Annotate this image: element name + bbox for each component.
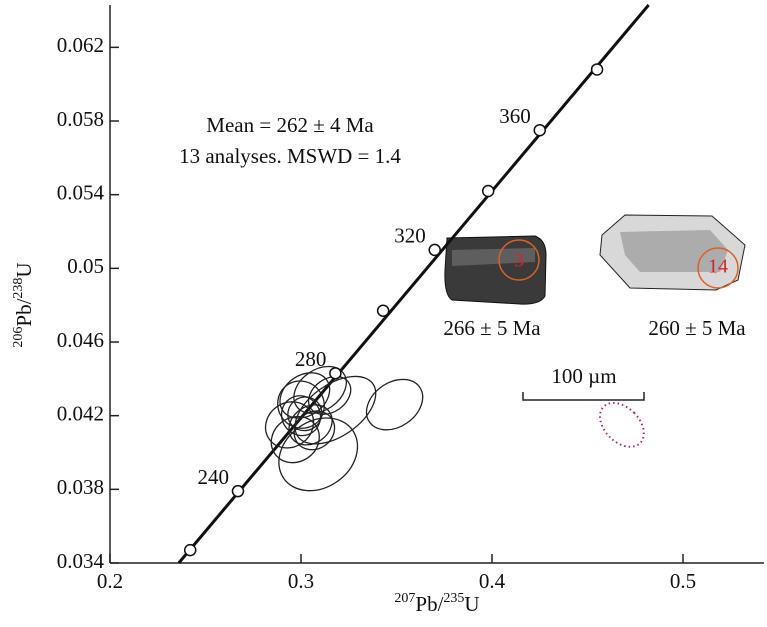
label-part: U xyxy=(464,592,479,616)
error-ellipse xyxy=(280,395,322,437)
error-ellipse xyxy=(278,417,359,492)
reference-ellipse xyxy=(598,401,645,448)
error-ellipse xyxy=(279,372,331,419)
y-tick-label: 0.054 xyxy=(57,180,105,204)
concordia-point xyxy=(590,63,604,76)
y-axis-label: 206Pb/238U xyxy=(11,262,36,347)
concordia-point xyxy=(533,123,547,137)
error-ellipse xyxy=(264,401,315,449)
age-label: 280 xyxy=(295,347,327,371)
scale-bar-label: 100 µm xyxy=(551,364,616,388)
label-part: Pb/ xyxy=(12,298,36,326)
concordia-point xyxy=(376,304,390,317)
error-ellipse xyxy=(365,378,424,431)
annotation: Mean = 262 ± 4 Ma xyxy=(206,113,374,137)
grain-zoning xyxy=(620,230,728,272)
y-tick-label: 0.05 xyxy=(67,254,104,278)
grain-images: 3 14 266 ± 5 Ma 260 ± 5 Ma 100 µm xyxy=(443,214,746,401)
concordia-point xyxy=(481,184,495,198)
spot-label: 14 xyxy=(708,256,728,278)
x-tick-label: 0.4 xyxy=(479,569,506,593)
y-tick-label: 0.034 xyxy=(57,549,105,573)
grain-age: 266 ± 5 Ma xyxy=(443,316,541,340)
concordia-point xyxy=(183,543,197,557)
spot-label: 3 xyxy=(514,250,524,272)
label-part: 207 xyxy=(394,591,415,606)
grain-zoning xyxy=(452,248,535,266)
age-label: 360 xyxy=(499,104,531,128)
y-tick-label: 0.058 xyxy=(57,107,104,131)
label-part: 238 xyxy=(11,278,26,299)
spot-circle xyxy=(498,239,540,281)
y-tick-label: 0.062 xyxy=(57,33,104,57)
annotation: 13 analyses. MSWD = 1.4 xyxy=(179,144,401,168)
label-part: Pb/ xyxy=(415,592,443,616)
x-tick-label: 0.3 xyxy=(288,569,314,593)
label-part: 235 xyxy=(443,591,464,606)
y-tick-label: 0.038 xyxy=(57,475,104,499)
grain-age: 260 ± 5 Ma xyxy=(648,316,746,340)
concordia-line xyxy=(177,4,650,564)
grain-image xyxy=(444,235,547,305)
x-tick-label: 0.5 xyxy=(670,569,696,593)
label-part: 206 xyxy=(11,327,26,348)
error-ellipse xyxy=(294,375,377,445)
y-tick-label: 0.042 xyxy=(57,401,104,425)
age-label: 320 xyxy=(394,224,426,248)
concordia-point xyxy=(329,367,342,380)
error-ellipse xyxy=(293,365,347,414)
error-ellipse xyxy=(270,415,320,464)
y-tick-label: 0.046 xyxy=(57,328,104,352)
concordia-point xyxy=(428,243,441,257)
spot-circle xyxy=(697,247,739,289)
age-label: 240 xyxy=(197,465,229,489)
error-ellipse xyxy=(293,410,336,451)
x-tick-label: 0.2 xyxy=(97,569,123,593)
label-part: U xyxy=(12,262,36,277)
concordia-point xyxy=(231,484,245,498)
error-ellipse xyxy=(307,375,352,415)
error-ellipse xyxy=(287,396,323,432)
scale-bar xyxy=(522,392,645,401)
x-axis-label: 207Pb/235U xyxy=(394,591,479,616)
